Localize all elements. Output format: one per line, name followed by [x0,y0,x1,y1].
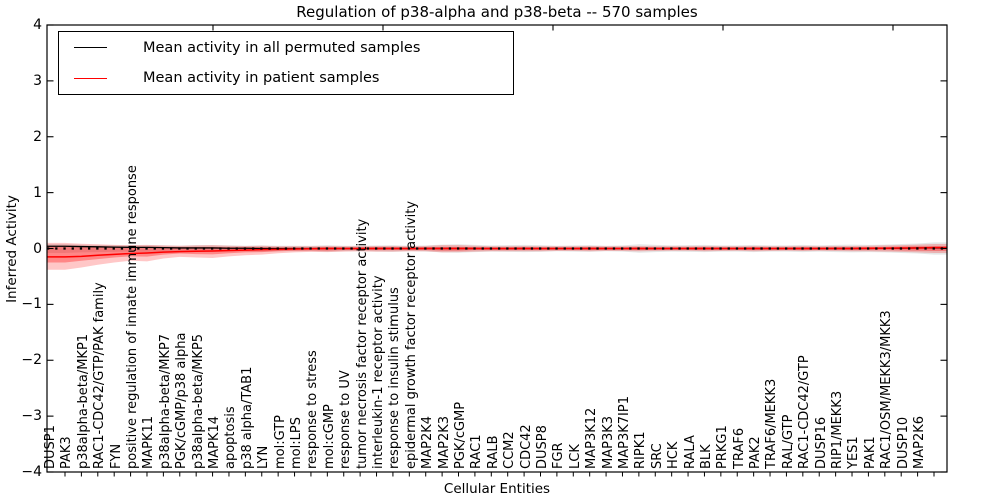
x-tick-label: FYN [108,443,124,469]
x-tick-label: response to insulin stimulus [387,287,403,469]
x-tick-label: PGK/cGMP/p38 alpha [174,332,190,469]
x-tick-label: response to UV [338,370,354,469]
x-tick-label: mol:cGMP [321,404,337,469]
x-tick-label: PAK1 [862,436,878,469]
x-tick-label: SRC [649,443,665,469]
x-tick-label: MAP2K3 [436,415,452,469]
x-tick-label: LYN [256,445,272,469]
x-tick-label: PRKG1 [715,425,731,469]
x-tick-label: p38alpha-beta/MKP5 [190,333,206,469]
x-tick-label: MAP3K3 [600,415,616,469]
legend-line-sample-black [74,47,107,49]
x-tick-label: YES1 [846,436,862,469]
x-tick-label: RAC1 [469,434,485,469]
y-tick-label: 4 [33,17,42,33]
x-tick-label: MAP2K4 [420,415,436,469]
x-tick-label: RIPK1 [633,431,649,469]
x-tick-label: mol:GTP [272,415,288,469]
x-tick-label: DUSP10 [895,416,911,469]
y-tick-label: 2 [33,128,42,145]
legend-line-sample-red [74,77,107,79]
x-tick-label: p38alpha-beta/MKP7 [157,333,173,469]
x-tick-label: PAK3 [59,436,75,469]
x-tick-label: RAC1/OSM/MEKK3/MKK3 [879,310,895,469]
x-tick-label: DUSP8 [534,425,550,469]
x-tick-label: epidermal growth factor receptor activit… [403,200,419,469]
y-tick-label: −4 [21,464,42,480]
legend: Mean activity in all permuted samples Me… [58,31,514,95]
x-tick-label: HCK [666,441,682,469]
x-tick-label: positive regulation of innate immune res… [125,165,140,469]
x-tick-label: apoptosis [223,406,239,469]
x-tick-label: p38alpha-beta/MKP1 [75,333,91,469]
x-tick-label: FGR [551,442,567,469]
x-tick-label: RAC1-CDC42/GTP [797,355,813,469]
chart-title: Regulation of p38-alpha and p38-beta -- … [296,3,698,21]
x-tick-label: DUSP1 [43,425,58,469]
x-tick-label: TRAF6 [731,427,747,469]
x-tick-label: PGK/cGMP [452,401,468,469]
x-tick-label: response to stress [305,350,321,469]
patient-samples-range-outer [47,242,947,270]
y-tick-label: −2 [21,352,42,369]
legend-item-patient: Mean activity in patient samples [59,64,513,93]
x-tick-label: MAPK14 [207,415,222,469]
y-tick-label: 0 [33,240,42,257]
y-tick-label: 3 [33,72,42,89]
x-tick-label: MAP2K6 [912,415,927,469]
y-tick-label: 1 [33,184,42,201]
x-tick-label: tumor necrosis factor receptor activity [354,218,370,469]
x-tick-label: DUSP16 [813,416,829,469]
x-tick-label: RAL/GTP [780,414,796,469]
y-tick-label: −1 [21,296,42,313]
x-tick-label: p38 alpha/TAB1 [239,366,255,469]
x-tick-label: mol:LPS [288,417,304,469]
x-tick-label: interleukin-1 receptor activity [370,275,386,469]
legend-label: Mean activity in all permuted samples [143,39,421,56]
y-tick-label: −3 [21,408,42,425]
x-tick-label: CCM2 [502,431,518,469]
x-tick-label: BLK [698,444,714,469]
x-tick-label: LCK [567,444,583,469]
legend-label: Mean activity in patient samples [143,70,380,87]
x-tick-label: MAPK11 [141,415,157,469]
x-tick-label: CDC42 [518,424,534,469]
x-axis-label: Cellular Entities [443,481,551,497]
x-tick-label: MAP3K12 [584,407,600,469]
legend-item-permuted: Mean activity in all permuted samples [59,33,513,62]
x-tick-label: RALA [682,435,698,469]
x-tick-label: TRAF6/MEKK3 [764,378,780,469]
x-tick-label: MAP3K7IP1 [616,396,632,469]
x-tick-label: RALB [485,435,501,469]
x-tick-label: RAC1-CDC42/GTP/PAK family [92,282,108,469]
x-tick-label: RIP1/MEKK3 [830,390,845,469]
x-tick-label: PAK2 [748,436,763,469]
